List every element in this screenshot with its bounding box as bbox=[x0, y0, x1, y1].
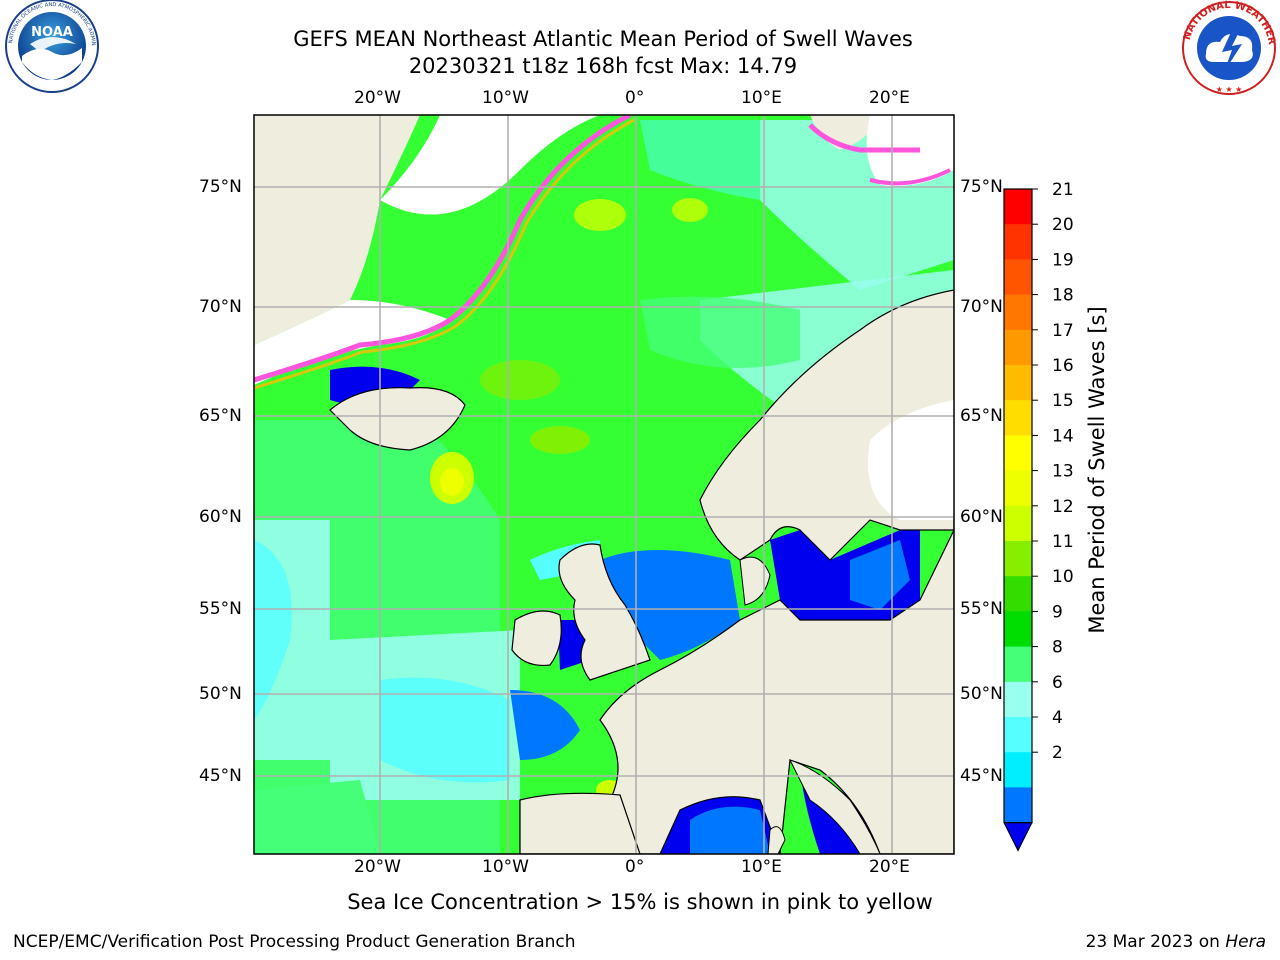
colorbar-tick-label: 9 bbox=[1052, 602, 1063, 622]
svg-text:★ ★ ★: ★ ★ ★ bbox=[1216, 85, 1243, 94]
colorbar-segment bbox=[1004, 365, 1032, 401]
map-area bbox=[254, 115, 954, 854]
map-gridlines bbox=[254, 115, 954, 854]
colorbar-under-triangle bbox=[1003, 822, 1033, 852]
sea-ice-note: Sea Ice Concentration > 15% is shown in … bbox=[347, 890, 933, 914]
colorbar-segment bbox=[1004, 294, 1032, 331]
lat-label-right: 45°N bbox=[960, 766, 1003, 786]
colorbar-segment bbox=[1004, 576, 1032, 612]
map-subtitle: 20230321 t18z 168h fcst Max: 14.79 bbox=[408, 54, 798, 78]
colorbar-segment bbox=[1004, 611, 1032, 648]
colorbar-tick-label: 14 bbox=[1052, 426, 1074, 446]
colorbar-segment bbox=[1004, 646, 1032, 683]
colorbar-tick-label: 17 bbox=[1052, 321, 1074, 341]
lon-label-bottom: 20°E bbox=[869, 857, 910, 877]
footer-date-text: 23 Mar 2023 on bbox=[1085, 932, 1226, 952]
noaa-logo-text: NOAA bbox=[31, 25, 73, 40]
lat-label-left: 75°N bbox=[199, 177, 242, 197]
colorbar-tick-label: 19 bbox=[1052, 250, 1074, 270]
colorbar-segment bbox=[1004, 329, 1032, 366]
lon-label-top: 10°W bbox=[482, 88, 529, 108]
colorbar-segment bbox=[1004, 717, 1032, 753]
lon-label-top: 0° bbox=[625, 88, 645, 108]
colorbar-tick-label: 10 bbox=[1052, 567, 1074, 587]
colorbar-segment bbox=[1004, 470, 1032, 507]
map-title: GEFS MEAN Northeast Atlantic Mean Period… bbox=[293, 27, 913, 51]
footer-branch: NCEP/EMC/Verification Post Processing Pr… bbox=[13, 932, 576, 952]
colorbar-tick-label: 8 bbox=[1052, 638, 1063, 658]
lon-label-bottom: 10°W bbox=[482, 857, 529, 877]
colorbar-tick-label: 11 bbox=[1052, 532, 1074, 552]
lat-label-left: 55°N bbox=[199, 599, 242, 619]
colorbar-tick-label: 15 bbox=[1052, 391, 1074, 411]
colorbar-segment bbox=[1004, 787, 1032, 824]
colorbar-label: Mean Period of Swell Waves [s] bbox=[1085, 306, 1109, 634]
lat-label-left: 50°N bbox=[199, 684, 242, 704]
colorbar-segment bbox=[1004, 400, 1032, 436]
lat-label-right: 50°N bbox=[960, 684, 1003, 704]
great-britain bbox=[558, 543, 651, 681]
colorbar-segment bbox=[1004, 505, 1032, 542]
greenland bbox=[254, 115, 420, 345]
nws-ring-text: NATIONAL WEATHER SERVICE bbox=[0, 0, 1277, 49]
colorbar-tick-label: 20 bbox=[1052, 215, 1074, 235]
lat-label-right: 60°N bbox=[960, 507, 1003, 527]
colorbar-tick-label: 18 bbox=[1052, 286, 1074, 306]
colorbar-segment bbox=[1004, 681, 1032, 718]
ireland bbox=[511, 610, 562, 667]
colorbar-segment bbox=[1004, 259, 1032, 296]
lon-label-bottom: 20°W bbox=[354, 857, 401, 877]
lon-label-top: 20°W bbox=[354, 88, 401, 108]
colorbar-segment bbox=[1004, 541, 1032, 577]
colorbar: 21 20 19 18 17 16 15 14 13 12 11 10 9 8 6 4 2 bbox=[1003, 180, 1074, 852]
footer-machine: Hera bbox=[1225, 932, 1266, 952]
colorbar-segment bbox=[1004, 224, 1032, 260]
colorbar-tick-label: 2 bbox=[1052, 743, 1063, 763]
colorbar-segment bbox=[1004, 435, 1032, 472]
lat-label-left: 65°N bbox=[199, 406, 242, 426]
colorbar-tick-label: 4 bbox=[1052, 708, 1063, 728]
noaa-logo: NOAA NATIONAL OCEANIC AND ATMOSPHERIC AD… bbox=[0, 0, 99, 93]
colorbar-tick-label: 6 bbox=[1052, 673, 1063, 693]
lon-label-bottom: 0° bbox=[625, 857, 645, 877]
lat-label-right: 65°N bbox=[960, 406, 1003, 426]
lon-label-bottom: 10°E bbox=[741, 857, 782, 877]
lat-label-right: 75°N bbox=[960, 177, 1003, 197]
iceland bbox=[329, 387, 466, 451]
svg-text:NATIONAL WEATHER SERVICE: NATIONAL WEATHER SERVICE bbox=[0, 0, 1277, 49]
colorbar-segment bbox=[1004, 189, 1032, 225]
colorbar-tick-label: 13 bbox=[1052, 462, 1074, 482]
lon-label-top: 10°E bbox=[741, 88, 782, 108]
lat-label-left: 70°N bbox=[199, 297, 242, 317]
lat-label-right: 70°N bbox=[960, 297, 1003, 317]
nws-logo: NATIONAL WEATHER SERVICE ★ ★ ★ bbox=[0, 0, 1277, 95]
lat-label-left: 45°N bbox=[199, 766, 242, 786]
map-frame bbox=[253, 114, 955, 855]
colorbar-tick-label: 12 bbox=[1052, 497, 1074, 517]
footer-date: 23 Mar 2023 on Hera bbox=[1086, 932, 1266, 952]
colorbar-segment bbox=[1004, 752, 1032, 788]
colorbar-tick-label: 21 bbox=[1052, 180, 1074, 200]
colorbar-tick-label: 16 bbox=[1052, 356, 1074, 376]
lat-label-right: 55°N bbox=[960, 599, 1003, 619]
lon-label-top: 20°E bbox=[869, 88, 910, 108]
lat-label-left: 60°N bbox=[199, 507, 242, 527]
